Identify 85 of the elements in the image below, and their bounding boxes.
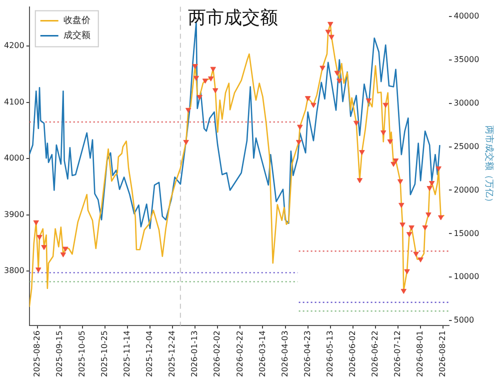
point [418, 257, 424, 262]
point [310, 102, 316, 108]
point [359, 150, 365, 156]
point [397, 179, 404, 184]
y2-tick-label: 15000 [454, 228, 480, 238]
y-tick-label: 3800 [4, 266, 24, 276]
x-tick-label: 2025-10-25 [100, 330, 109, 378]
point [353, 120, 360, 126]
point [320, 66, 326, 71]
chart-title: 两市成交额 [188, 7, 278, 28]
point [193, 76, 200, 81]
point [202, 78, 208, 84]
y-tick-label: 4100 [4, 97, 24, 106]
point [328, 34, 334, 40]
x-tick-label: 2025-12-24 [168, 330, 177, 378]
point [404, 269, 410, 274]
legend-label: 收盘价 [63, 15, 90, 26]
x-tick-label: 2025-12-04 [145, 330, 154, 378]
point [62, 246, 68, 252]
point [398, 202, 404, 208]
x-tick-label: 2026-02-02 [212, 330, 222, 378]
point [183, 140, 189, 145]
x-tick-label: 2025-11-14 [122, 330, 132, 378]
point [334, 70, 340, 76]
point [382, 102, 388, 108]
point [438, 215, 444, 220]
point [406, 232, 412, 238]
point [356, 178, 363, 184]
x-tick-label: 2026-07-12 [393, 330, 402, 378]
y2-tick-label: 35000 [454, 54, 480, 64]
point [408, 225, 414, 230]
y2-tick-label: 10000 [454, 272, 480, 282]
x-tick-label: 2026-06-22 [370, 330, 380, 378]
point [400, 288, 407, 294]
x-tick-label: 2026-08-21 [438, 330, 448, 378]
x-tick-label: 2026-04-23 [302, 330, 312, 378]
point [336, 78, 342, 84]
point [366, 98, 372, 104]
point [208, 76, 214, 82]
y2-tick-label: 30000 [454, 98, 480, 108]
point [304, 96, 311, 102]
y2-tick-label: 40000 [454, 11, 480, 20]
point [192, 64, 198, 70]
point [422, 225, 428, 230]
x-tick-label: 2026-05-13 [325, 330, 334, 378]
y-tick-label: 4200 [4, 41, 24, 50]
point [33, 220, 39, 226]
point [387, 139, 393, 144]
point [60, 252, 66, 258]
point [36, 234, 42, 240]
y2-axis-title: 两市成交额（万亿） [483, 126, 494, 207]
x-tick-label: 2025-08-26 [32, 330, 42, 378]
point [212, 88, 218, 94]
point [426, 186, 432, 192]
point [428, 180, 435, 186]
x-tick-label: 2026-03-14 [258, 330, 267, 378]
point [400, 222, 406, 228]
point [325, 30, 331, 35]
point [436, 166, 442, 172]
point [328, 22, 334, 27]
y-tick-label: 3900 [4, 210, 24, 219]
point [380, 130, 386, 136]
y2-tick-label: 25000 [454, 142, 480, 151]
y2-tick-label: 20000 [454, 185, 480, 194]
point [296, 140, 302, 145]
x-tick-label: 2026-02-22 [235, 330, 244, 378]
y2-tick-label: 5000 [454, 316, 474, 325]
point [392, 158, 399, 164]
point [185, 108, 192, 113]
point [41, 245, 47, 250]
x-tick-label: 2025-09-15 [54, 330, 64, 378]
point [426, 212, 432, 218]
y-tick-label: 4000 [4, 154, 24, 163]
legend-label: 成交额 [63, 30, 90, 42]
x-tick-label: 2026-04-03 [280, 330, 290, 378]
point [297, 124, 303, 130]
point [210, 66, 216, 72]
point [196, 94, 202, 100]
x-tick-label: 2026-01-13 [190, 330, 200, 378]
point [390, 162, 396, 167]
x-tick-label: 2025-10-05 [77, 330, 86, 378]
point [413, 252, 419, 257]
point [36, 268, 42, 273]
x-tick-label: 2026-08-01 [416, 330, 425, 378]
x-tick-label: 2026-06-02 [348, 330, 357, 378]
